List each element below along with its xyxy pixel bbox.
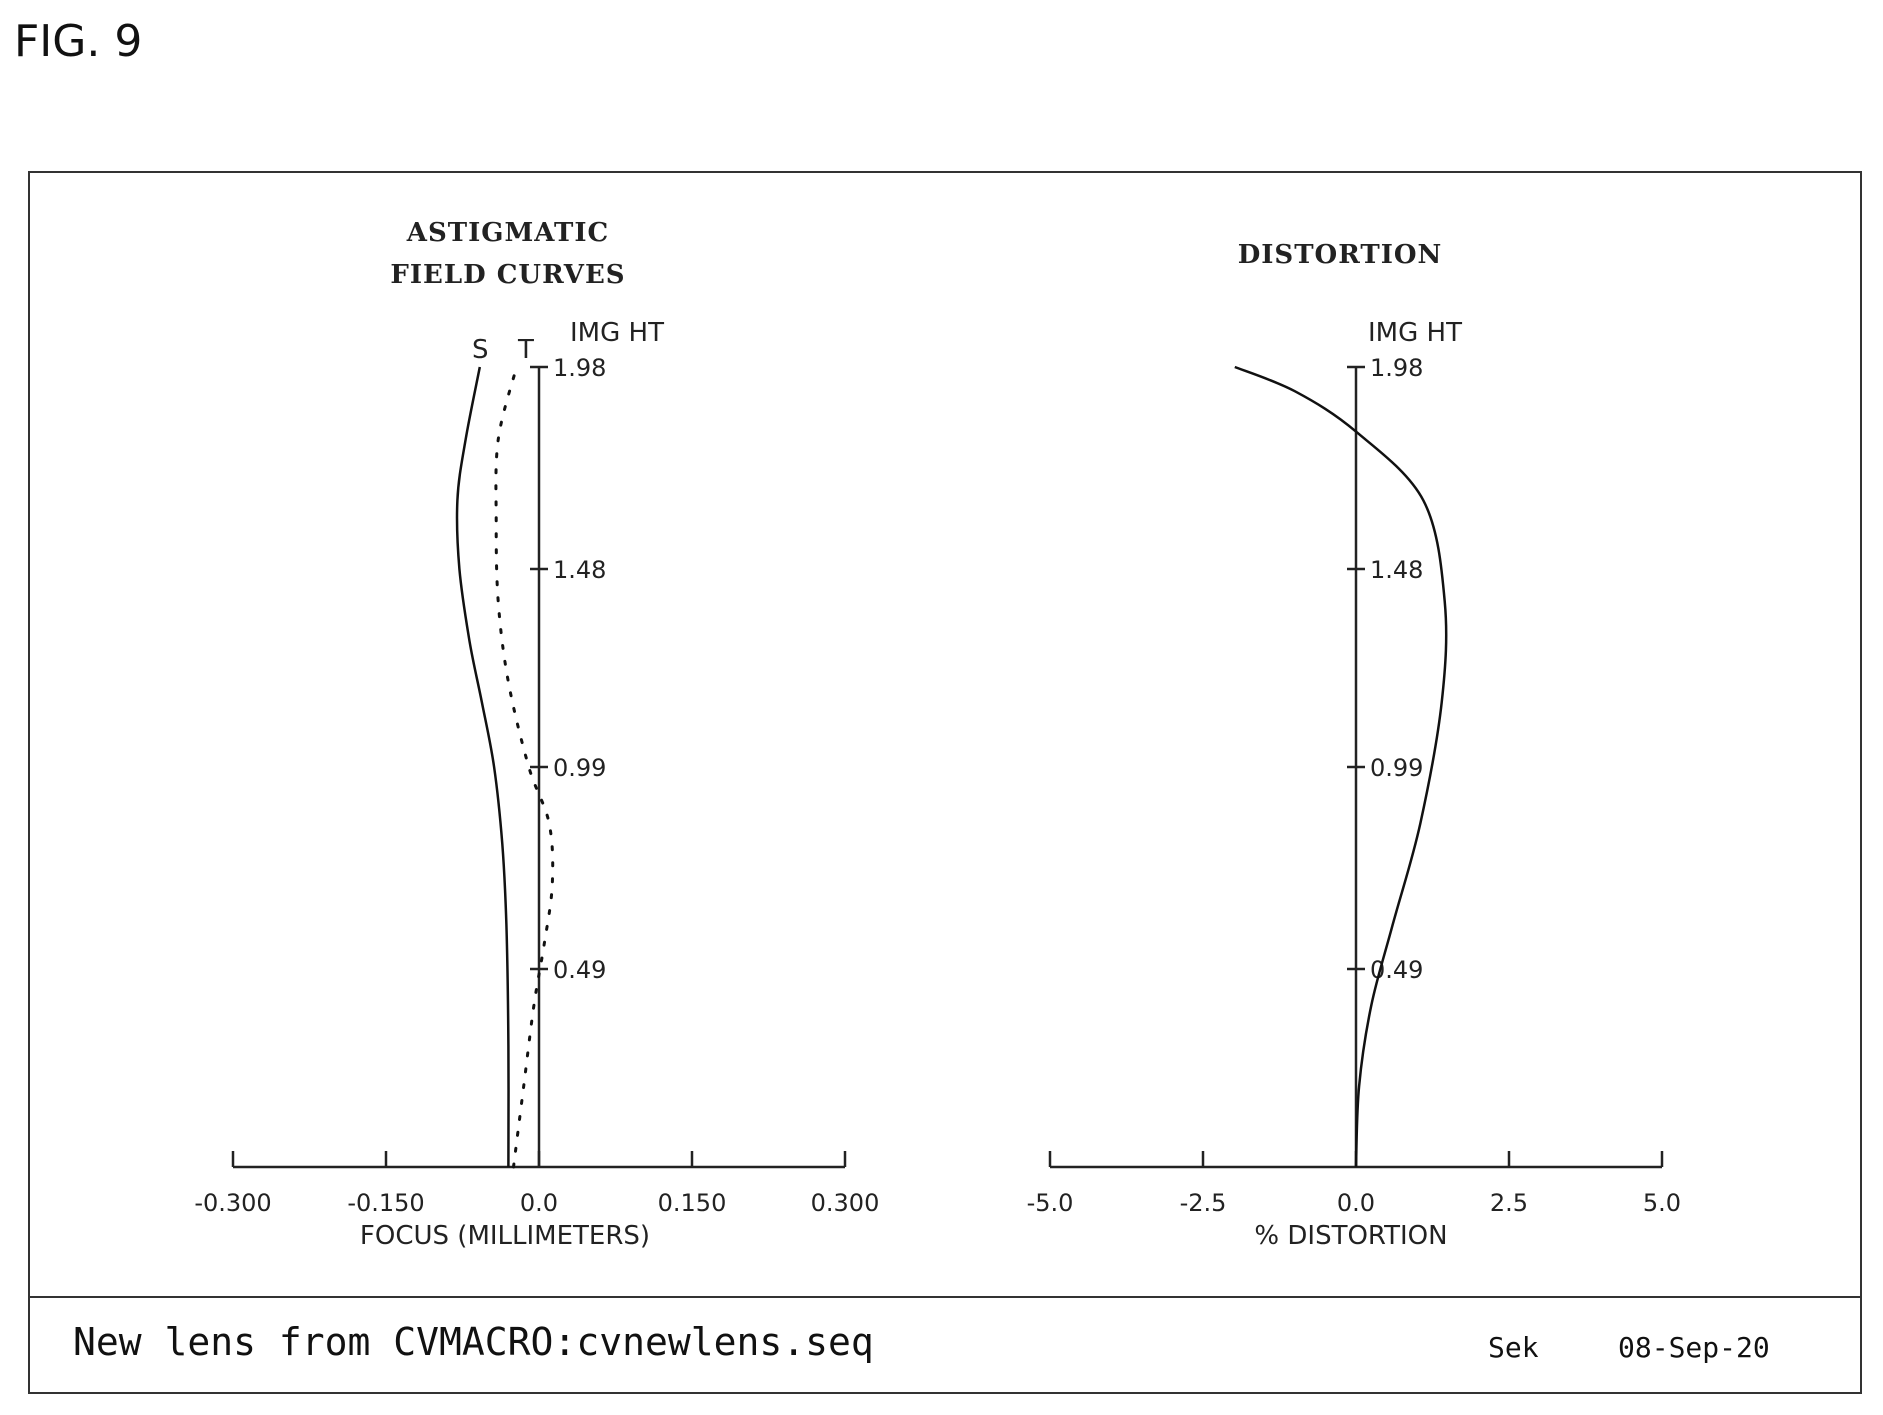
x-tick-label: 0.300 (811, 1189, 880, 1217)
y-tick-label: 1.98 (1370, 354, 1423, 382)
footer-author: Sek (1488, 1331, 1539, 1364)
x-tick-label: 2.5 (1490, 1189, 1528, 1217)
plot-frame (28, 171, 1862, 1394)
y-tick-label: 0.49 (553, 956, 606, 984)
series-label-t: T (517, 335, 534, 365)
y-tick-label: 1.48 (1370, 556, 1423, 584)
x-tick-label: 0.0 (520, 1189, 558, 1217)
x-tick-label: 0.0 (1337, 1189, 1375, 1217)
astig-ylabel: IMG HT (570, 318, 664, 348)
x-tick-label: -5.0 (1027, 1189, 1074, 1217)
footer-date: 08-Sep-20 (1618, 1331, 1770, 1364)
astig-title: ASTIGMATIC (406, 218, 609, 248)
y-tick-label: 0.99 (1370, 754, 1423, 782)
y-tick-label: 1.48 (553, 556, 606, 584)
astig-xlabel: FOCUS (MILLIMETERS) (360, 1221, 650, 1251)
footer-lens-name: New lens from CVMACRO:cvnewlens.seq (73, 1320, 874, 1364)
distortion-ylabel: IMG HT (1368, 318, 1462, 348)
x-tick-label: -2.5 (1180, 1189, 1227, 1217)
x-tick-label: 5.0 (1643, 1189, 1681, 1217)
series-label-s: S (472, 335, 489, 365)
astig-subtitle: FIELD CURVES (390, 260, 625, 290)
distortion-chart: -5.0 -2.5 0.0 2.5 5.00.490.991.481.98 (1027, 354, 1682, 1217)
x-tick-label: 0.150 (658, 1189, 727, 1217)
series-t-curve (494, 365, 555, 1169)
y-tick-label: 1.98 (553, 354, 606, 382)
x-tick-label: -0.150 (347, 1189, 424, 1217)
y-tick-label: 0.99 (553, 754, 606, 782)
x-tick-label: -0.300 (194, 1189, 271, 1217)
figure-label: FIG. 9 (14, 16, 143, 67)
distortion-title: DISTORTION (1238, 240, 1443, 270)
astigmatic-field-curves-chart: -0.300 -0.150 0.0 0.150 0.300 0.49 0.99 1.48 1.9… (194, 354, 879, 1217)
distortion-curve (1234, 365, 1448, 1168)
series-s-curve (455, 366, 510, 1168)
distortion-xlabel: % DISTORTION (1254, 1221, 1447, 1251)
